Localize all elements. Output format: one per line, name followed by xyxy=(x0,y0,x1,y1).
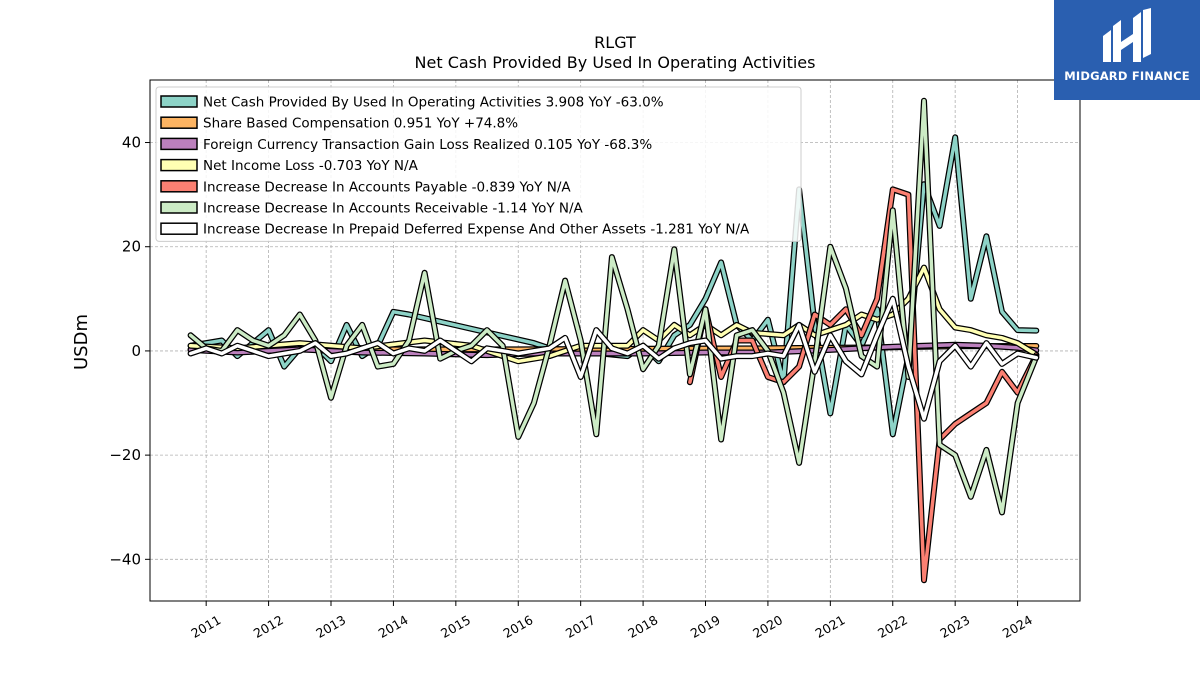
legend-label: Increase Decrease In Accounts Receivable… xyxy=(203,201,584,217)
legend-swatch xyxy=(160,180,198,193)
legend-label: Net Cash Provided By Used In Operating A… xyxy=(203,95,664,111)
legend-label: Increase Decrease In Prepaid Deferred Ex… xyxy=(203,222,750,238)
series-line xyxy=(188,297,1039,421)
legend: Net Cash Provided By Used In Operating A… xyxy=(155,86,802,242)
x-tick-label: 2020 xyxy=(750,612,785,641)
legend-swatch xyxy=(160,158,198,172)
y-tick-label: 0 xyxy=(131,342,141,360)
legend-swatch xyxy=(160,222,198,235)
logo-text: MIDGARD FINANCE xyxy=(1064,69,1190,83)
chart-title: RLGT xyxy=(594,33,636,52)
x-tick-label: 2024 xyxy=(1000,612,1035,641)
x-tick-label: 2021 xyxy=(813,612,848,641)
y-axis-label: USDm xyxy=(71,314,92,370)
x-tick-label: 2018 xyxy=(625,612,660,641)
series-line xyxy=(688,187,1039,582)
y-tick-label: −40 xyxy=(109,550,141,568)
legend-label: Net Income Loss -0.703 YoY N/A xyxy=(203,158,419,174)
y-tick-label: 40 xyxy=(122,134,141,152)
legend-swatch xyxy=(160,116,198,129)
y-tick-label: 20 xyxy=(122,238,141,256)
legend-swatch xyxy=(160,137,198,151)
legend-swatch xyxy=(160,201,198,214)
legend-box xyxy=(155,86,802,242)
chart-subtitle: Net Cash Provided By Used In Operating A… xyxy=(415,53,816,72)
series-line xyxy=(188,99,1039,515)
x-tick-label: 2014 xyxy=(376,612,411,641)
plot-frame xyxy=(149,79,1081,602)
midgard-logo-icon xyxy=(1103,8,1151,62)
x-tick-label: 2016 xyxy=(500,612,535,641)
x-tick-label: 2013 xyxy=(313,612,348,641)
midgard-finance-logo: MIDGARD FINANCE xyxy=(1054,0,1200,100)
x-tick-label: 2012 xyxy=(251,612,286,641)
x-tick-label: 2019 xyxy=(688,612,723,641)
x-tick-label: 2011 xyxy=(188,612,223,641)
x-tick-label: 2022 xyxy=(875,612,910,641)
legend-label: Share Based Compensation 0.951 YoY +74.8… xyxy=(203,116,518,132)
x-tick-label: 2017 xyxy=(563,612,598,641)
series-lines xyxy=(187,97,1040,584)
x-tick-label: 2023 xyxy=(937,612,972,641)
x-tick-label: 2015 xyxy=(438,612,473,641)
legend-label: Increase Decrease In Accounts Payable -0… xyxy=(203,179,571,195)
y-tick-label: −20 xyxy=(109,446,141,464)
legend-swatch xyxy=(160,95,198,108)
legend-label: Foreign Currency Transaction Gain Loss R… xyxy=(203,137,652,153)
